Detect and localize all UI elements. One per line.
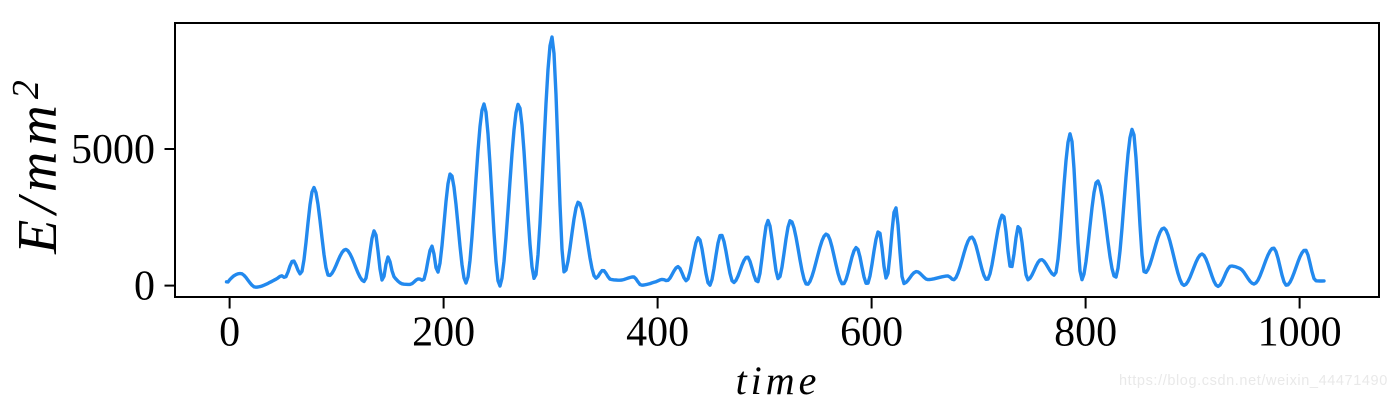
svg-text:0: 0 — [219, 310, 240, 356]
svg-text:E/mm2: E/mm2 — [5, 74, 69, 255]
svg-text:400: 400 — [626, 310, 689, 356]
svg-text:600: 600 — [840, 310, 903, 356]
svg-text:0: 0 — [134, 264, 155, 310]
svg-text:5000: 5000 — [71, 127, 155, 173]
svg-text:1000: 1000 — [1258, 310, 1342, 356]
svg-text:800: 800 — [1054, 310, 1117, 356]
svg-text:200: 200 — [412, 310, 475, 356]
svg-text:time: time — [736, 358, 821, 400]
